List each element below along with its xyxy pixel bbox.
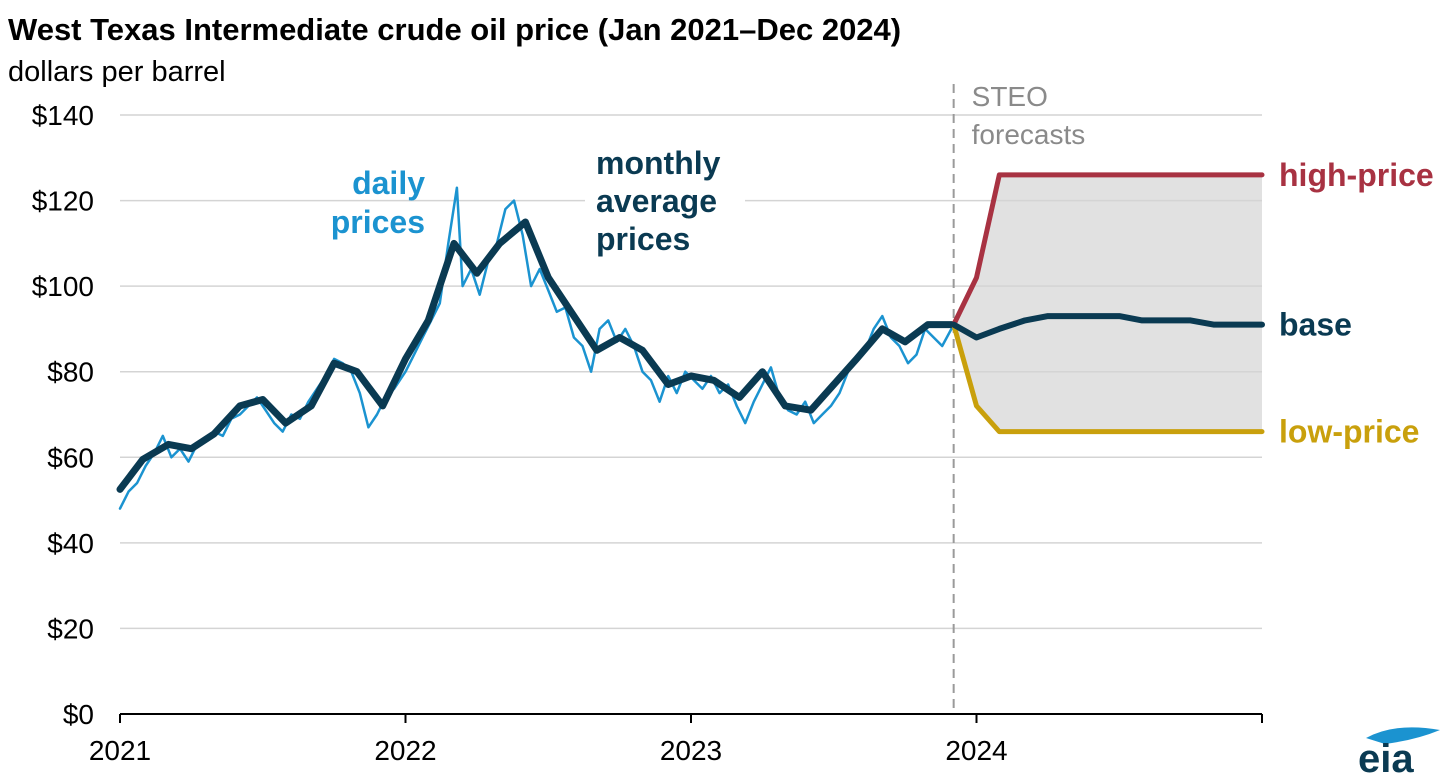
annotation-background: [585, 144, 745, 266]
monthly-average-annotation: average: [596, 183, 717, 219]
series-line-daily-prices: [118, 186, 955, 510]
y-tick-label: $60: [47, 442, 94, 473]
forecast-label: forecasts: [972, 119, 1086, 150]
forecast-range-band: [953, 174, 1262, 432]
daily-prices-annotation: prices: [331, 204, 425, 240]
x-tick-label: 2022: [374, 735, 436, 766]
x-tick-label: 2021: [89, 735, 151, 766]
y-tick-label: $20: [47, 613, 94, 644]
eia-logo: eia: [1358, 737, 1414, 776]
series-label-base: base: [1279, 307, 1352, 343]
y-tick-label: $100: [32, 271, 94, 302]
x-tick-label: 2024: [945, 735, 1007, 766]
forecast-label: STEO: [972, 81, 1048, 112]
monthly-average-annotation: monthly: [596, 145, 721, 181]
series-line-low-price: [951, 322, 1265, 435]
series-line-monthly-average-prices: [116, 218, 958, 493]
series-line-base: [950, 313, 1265, 341]
series-label-low-price: low-price: [1279, 414, 1419, 450]
chart-subtitle: dollars per barrel: [8, 56, 226, 88]
y-tick-label: $120: [32, 186, 94, 217]
chart-title: West Texas Intermediate crude oil price …: [8, 12, 902, 47]
y-tick-label: $0: [63, 699, 94, 730]
monthly-average-annotation: prices: [596, 221, 690, 257]
eia-logo-swoosh: [1366, 727, 1440, 744]
daily-prices-annotation: daily: [352, 165, 425, 201]
y-tick-label: $140: [32, 100, 94, 131]
x-tick-label: 2023: [660, 735, 722, 766]
series-label-high-price: high-price: [1279, 157, 1434, 193]
y-tick-label: $80: [47, 357, 94, 388]
series-line-high-price: [951, 172, 1265, 328]
y-tick-label: $40: [47, 528, 94, 559]
